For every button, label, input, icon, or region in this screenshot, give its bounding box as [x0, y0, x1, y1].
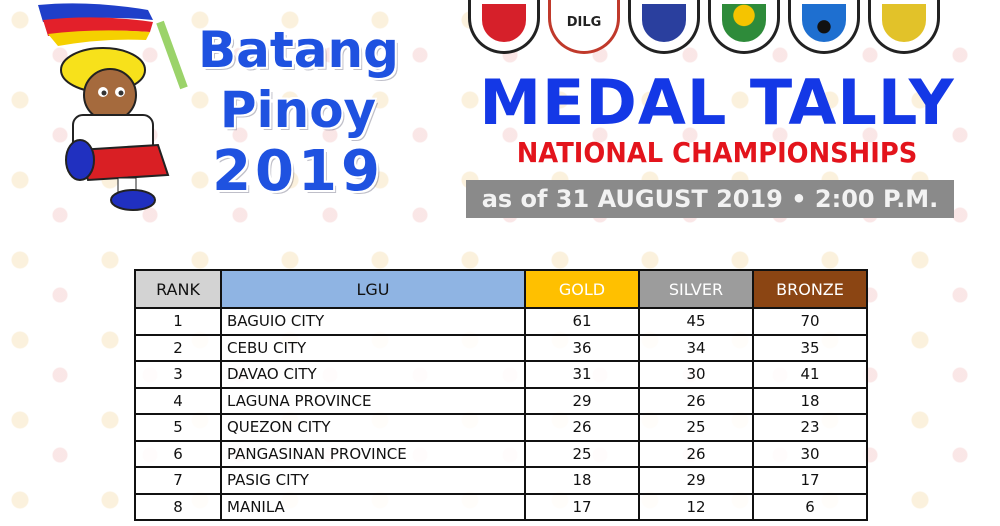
sponsor-seals: DILG	[468, 0, 940, 54]
event-year: 2019	[212, 139, 384, 204]
table-header-row: RANK LGU GOLD SILVER BRONZE	[134, 269, 868, 309]
lgu-cell: MANILA	[220, 492, 526, 521]
bronze-cell: 6	[752, 492, 868, 521]
table-row: 2 CEBU CITY 36 34 35	[134, 333, 868, 362]
gold-cell: 18	[524, 466, 640, 495]
rank-cell: 7	[134, 466, 222, 495]
silver-cell: 26	[638, 386, 754, 415]
column-header-lgu: LGU	[220, 269, 526, 309]
dilg-label: DILG	[566, 15, 602, 30]
rank-cell: 2	[134, 333, 222, 362]
gold-cell: 25	[524, 439, 640, 468]
column-header-silver: SILVER	[638, 269, 754, 309]
bronze-cell: 30	[752, 439, 868, 468]
bronze-cell: 23	[752, 413, 868, 442]
silver-cell: 34	[638, 333, 754, 362]
silver-cell: 25	[638, 413, 754, 442]
silver-cell: 29	[638, 466, 754, 495]
lgu-cell: LAGUNA PROVINCE	[220, 386, 526, 415]
medal-tally-table: RANK LGU GOLD SILVER BRONZE 1 BAGUIO CIT…	[134, 269, 868, 521]
table-row: 4 LAGUNA PROVINCE 29 26 18	[134, 386, 868, 415]
lgu-cell: PANGASINAN PROVINCE	[220, 439, 526, 468]
philippine-sports-commission-seal	[468, 0, 540, 54]
lgu-cell: CEBU CITY	[220, 333, 526, 362]
gold-cell: 29	[524, 386, 640, 415]
bronze-cell: 70	[752, 307, 868, 336]
page-title: MEDAL TALLY	[479, 66, 955, 139]
palawan-seal	[868, 0, 940, 54]
table-row: 8 MANILA 17 12 6	[134, 492, 868, 521]
gold-cell: 61	[524, 307, 640, 336]
gold-cell: 17	[524, 492, 640, 521]
table-row: 5 QUEZON CITY 26 25 23	[134, 413, 868, 442]
lgu-cell: QUEZON CITY	[220, 413, 526, 442]
pagcor-seal	[708, 0, 780, 54]
table-row: 1 BAGUIO CITY 61 45 70	[134, 307, 868, 336]
table-row: 7 PASIG CITY 18 29 17	[134, 466, 868, 495]
rank-cell: 4	[134, 386, 222, 415]
silver-cell: 26	[638, 439, 754, 468]
gold-cell: 36	[524, 333, 640, 362]
silver-cell: 45	[638, 307, 754, 336]
rank-cell: 5	[134, 413, 222, 442]
mascot-illustration	[38, 3, 188, 211]
rank-cell: 6	[134, 439, 222, 468]
deped-seal	[628, 0, 700, 54]
lgu-cell: DAVAO CITY	[220, 360, 526, 389]
bronze-cell: 17	[752, 466, 868, 495]
event-name-line1: Batang	[198, 21, 399, 79]
rank-cell: 8	[134, 492, 222, 521]
event-name-line2: Pinoy	[219, 81, 377, 139]
as-of-timestamp: as of 31 AUGUST 2019 • 2:00 P.M.	[466, 180, 954, 218]
rank-cell: 1	[134, 307, 222, 336]
column-header-gold: GOLD	[524, 269, 640, 309]
column-header-bronze: BRONZE	[752, 269, 868, 309]
bronze-cell: 18	[752, 386, 868, 415]
dilg-seal: DILG	[548, 0, 620, 54]
silver-cell: 30	[638, 360, 754, 389]
column-header-rank: RANK	[134, 269, 222, 309]
lgu-cell: BAGUIO CITY	[220, 307, 526, 336]
lgu-cell: PASIG CITY	[220, 466, 526, 495]
event-logo-text: Batang Pinoy 2019	[198, 20, 399, 204]
gold-cell: 31	[524, 360, 640, 389]
table-row: 3 DAVAO CITY 31 30 41	[134, 360, 868, 389]
page-subtitle: NATIONAL CHAMPIONSHIPS	[516, 136, 918, 169]
gold-cell: 26	[524, 413, 640, 442]
silver-cell: 12	[638, 492, 754, 521]
bronze-cell: 35	[752, 333, 868, 362]
table-row: 6 PANGASINAN PROVINCE 25 26 30	[134, 439, 868, 468]
rank-cell: 3	[134, 360, 222, 389]
bronze-cell: 41	[752, 360, 868, 389]
puerto-princesa-seal	[788, 0, 860, 54]
